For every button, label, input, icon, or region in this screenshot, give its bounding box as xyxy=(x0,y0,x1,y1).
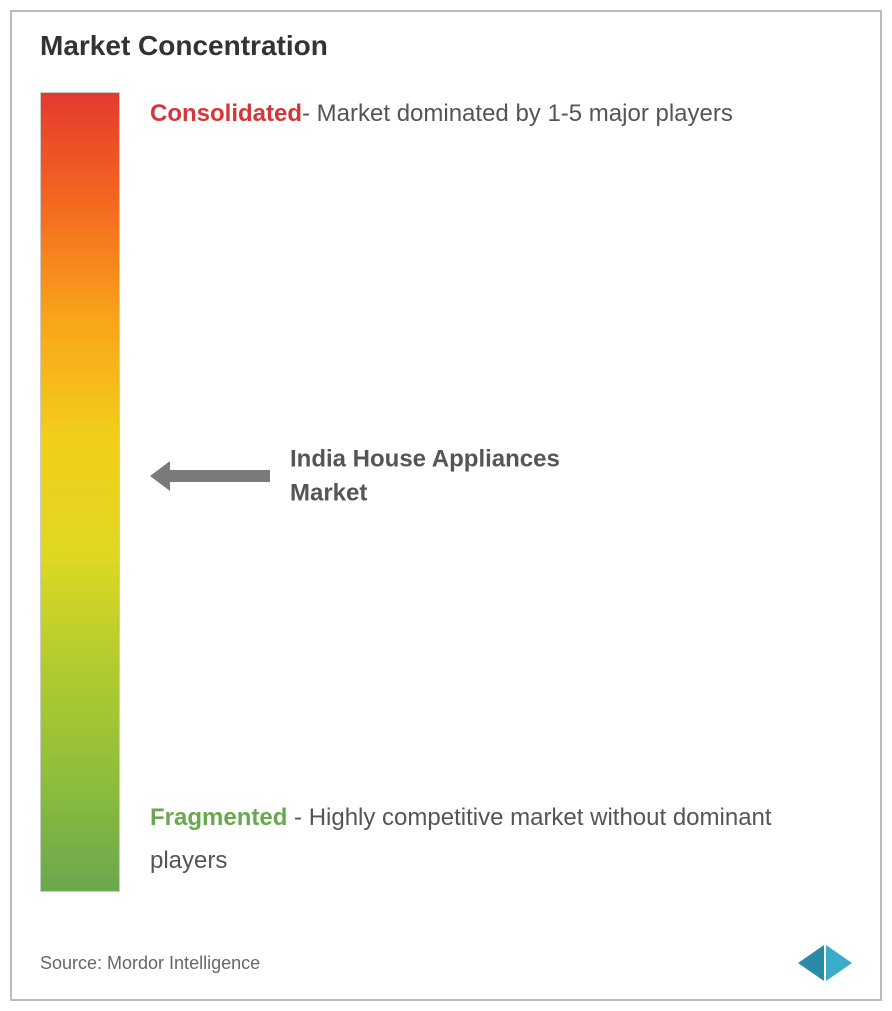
brand-logo xyxy=(798,945,852,981)
market-name-label: India House Appliances Market xyxy=(290,442,640,509)
fragmented-label: Fragmented - Highly competitive market w… xyxy=(150,796,842,882)
logo-left-icon xyxy=(798,945,824,981)
consolidated-highlight: Consolidated xyxy=(150,100,302,127)
source-attribution: Source: Mordor Intelligence xyxy=(40,953,260,974)
logo-right-icon xyxy=(826,945,852,981)
arrow-left-icon xyxy=(150,461,270,491)
footer: Source: Mordor Intelligence xyxy=(40,945,852,981)
consolidated-description: - Market dominated by 1-5 major players xyxy=(302,100,733,127)
consolidated-label: Consolidated- Market dominated by 1-5 ma… xyxy=(150,92,842,135)
concentration-gradient-bar xyxy=(40,92,120,892)
chart-title: Market Concentration xyxy=(40,30,852,62)
label-column: Consolidated- Market dominated by 1-5 ma… xyxy=(120,92,852,892)
fragmented-highlight: Fragmented xyxy=(150,804,287,831)
content-area: Consolidated- Market dominated by 1-5 ma… xyxy=(40,92,852,892)
market-position-marker: India House Appliances Market xyxy=(150,442,640,509)
